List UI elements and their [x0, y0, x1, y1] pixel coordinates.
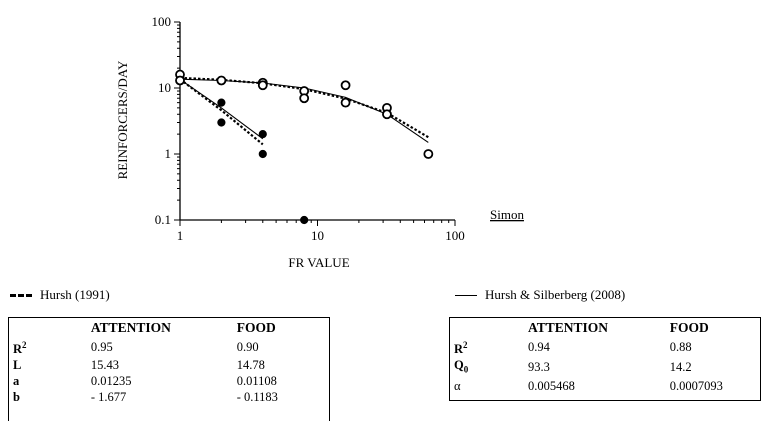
- attention-cell: 0.95: [90, 340, 113, 355]
- table-row: R2 0.95 0.90: [9, 337, 329, 357]
- y-tick-label: 10: [158, 80, 171, 95]
- solid-fit-curve: [179, 78, 264, 140]
- param-cell: b: [13, 390, 20, 405]
- param-cell: R2: [454, 340, 468, 357]
- header-cell: FOOD: [669, 319, 709, 335]
- header-cell: [9, 318, 87, 337]
- param-cell: a: [13, 374, 20, 389]
- x-tick-label: 100: [445, 228, 465, 243]
- header-cell: ATTENTION: [528, 319, 609, 335]
- table-hursh-silberberg-2008: ATTENTION FOOD R2 0.94 0.88 Q0 93.3 14.2…: [449, 317, 761, 401]
- dashed-line-icon: [10, 293, 32, 297]
- food-cell: 0.88: [669, 340, 692, 355]
- solid-line-icon: [455, 294, 477, 296]
- open-data-point: [299, 93, 310, 104]
- data-points: [175, 69, 434, 225]
- filled-data-point: [258, 149, 267, 159]
- x-axis-label: FR VALUE: [288, 255, 349, 270]
- y-tick-label: 1: [165, 146, 172, 161]
- attention-cell: 0.94: [528, 340, 550, 355]
- food-cell: 0.90: [236, 340, 259, 355]
- table-header-row: ATTENTION FOOD: [9, 318, 329, 337]
- attention-cell: 93.3: [528, 360, 550, 375]
- y-tick-label: 0.1: [155, 212, 171, 227]
- y-axis-label: REINFORCERS/DAY: [115, 60, 130, 179]
- header-cell: FOOD: [236, 319, 276, 335]
- param-cell: α: [454, 378, 461, 393]
- attention-cell: - 1.677: [90, 390, 127, 405]
- header-cell: [450, 318, 524, 337]
- food-cell: 0.0007093: [669, 378, 723, 393]
- param-cell: L: [13, 358, 22, 373]
- open-data-point: [257, 80, 268, 91]
- axes: 1 10 100 0.1 1 10 100: [152, 14, 465, 243]
- table-row: L 15.43 14.78: [9, 357, 329, 373]
- chart-annotation: Simon: [490, 207, 524, 222]
- open-data-point: [423, 149, 434, 159]
- table-row: α 0.005468 0.0007093: [450, 378, 760, 394]
- food-cell: - 0.1183: [236, 390, 278, 405]
- param-cell: Q0: [454, 358, 469, 375]
- attention-cell: 0.005468: [528, 378, 575, 393]
- legend-hursh-silberberg-2008: Hursh & Silberberg (2008): [455, 287, 625, 303]
- chart: 1 10 100 0.1 1 10 100 FR VALUE REINFORCERS/DAY…: [115, 14, 524, 270]
- attention-cell: 15.43: [90, 358, 120, 373]
- table-row: R2 0.94 0.88: [450, 337, 760, 357]
- table-row: a 0.01235 0.01108: [9, 373, 329, 389]
- param-cell: R2: [13, 340, 27, 357]
- header-cell: ATTENTION: [90, 319, 171, 335]
- legend-label: Hursh & Silberberg (2008): [485, 287, 626, 302]
- filled-data-point: [300, 215, 309, 225]
- open-data-point: [216, 75, 227, 86]
- filled-data-point: [258, 130, 267, 139]
- y-tick-label: 100: [152, 14, 172, 29]
- x-tick-label: 10: [311, 228, 324, 243]
- filled-data-point: [217, 98, 226, 107]
- food-cell: 14.2: [669, 360, 692, 375]
- food-cell: 0.01108: [236, 374, 277, 389]
- food-cell: 14.78: [236, 358, 265, 373]
- table-hursh-1991: ATTENTION FOOD R2 0.95 0.90 L 15.43 14.7…: [8, 317, 330, 421]
- table-header-row: ATTENTION FOOD: [450, 318, 760, 337]
- attention-cell: 0.01235: [90, 374, 132, 389]
- x-tick-label: 1: [177, 228, 184, 243]
- open-data-point: [340, 80, 351, 91]
- open-data-point: [340, 97, 351, 108]
- filled-data-point: [217, 118, 226, 127]
- open-data-point: [382, 109, 392, 120]
- open-data-point: [175, 75, 185, 86]
- legend-label: Hursh (1991): [40, 287, 110, 302]
- table-row: b - 1.677 - 0.1183: [9, 389, 329, 405]
- table-row: Q0 93.3 14.2: [450, 357, 760, 378]
- legend-hursh-1991: Hursh (1991): [10, 287, 110, 303]
- dashed-fit-curve: [179, 78, 264, 146]
